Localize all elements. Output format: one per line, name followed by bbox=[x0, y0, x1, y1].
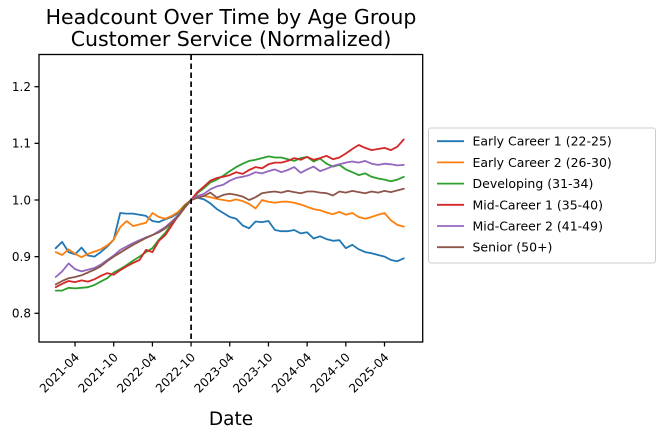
y-tick-label: 0.8 bbox=[12, 307, 31, 321]
legend-entry: Mid-Career 2 (41-49) bbox=[437, 219, 603, 234]
legend-label: Early Career 2 (26-30) bbox=[473, 155, 612, 170]
series-line bbox=[54, 187, 405, 286]
y-axis: 0.8 0.9 1.0 1.1 1.2 bbox=[12, 80, 39, 321]
legend-label: Early Career 1 (22-25) bbox=[473, 134, 612, 149]
x-tick-label: 2023-10 bbox=[230, 350, 275, 395]
legend-entry: Developing (31-34) bbox=[437, 176, 593, 191]
x-tick-label: 2024-10 bbox=[308, 350, 353, 395]
legend-label: Mid-Career 2 (41-49) bbox=[473, 219, 603, 234]
y-tick-label: 1.2 bbox=[12, 80, 31, 94]
series-line bbox=[54, 159, 405, 278]
x-tick-label: 2022-04 bbox=[114, 350, 159, 395]
x-tick-label: 2021-10 bbox=[75, 350, 120, 395]
y-tick-label: 1.0 bbox=[12, 193, 31, 207]
y-tick-label: 1.1 bbox=[12, 137, 31, 151]
y-tick-label: 0.9 bbox=[12, 250, 31, 264]
series-line bbox=[54, 196, 405, 263]
x-axis-label: Date bbox=[209, 409, 253, 430]
legend: Early Career 1 (22-25) Early Career 2 (2… bbox=[428, 127, 656, 264]
x-tick-label: 2024-04 bbox=[269, 350, 314, 395]
plot-area-border bbox=[38, 53, 424, 343]
legend-entry: Mid-Career 1 (35-40) bbox=[437, 197, 603, 212]
legend-label: Mid-Career 1 (35-40) bbox=[473, 197, 603, 212]
legend-entry: Early Career 1 (22-25) bbox=[437, 134, 612, 149]
x-tick-label: 2021-04 bbox=[37, 350, 82, 395]
legend-label: Developing (31-34) bbox=[473, 176, 594, 191]
series-line bbox=[54, 195, 405, 259]
series-line bbox=[54, 155, 405, 292]
x-axis: 2021-042021-102022-042022-102023-042023-… bbox=[37, 342, 392, 396]
series-lines bbox=[54, 138, 405, 292]
chart-subtitle: Customer Service (Normalized) bbox=[71, 27, 392, 51]
legend-box bbox=[428, 127, 656, 264]
legend-entry: Senior (50+) bbox=[437, 240, 552, 255]
x-tick-label: 2023-04 bbox=[192, 350, 237, 395]
chart-title: Headcount Over Time by Age Group bbox=[46, 5, 417, 29]
x-tick-label: 2022-10 bbox=[153, 350, 198, 395]
legend-label: Senior (50+) bbox=[473, 240, 553, 255]
legend-entry: Early Career 2 (26-30) bbox=[437, 155, 612, 170]
x-tick-label: 2025-04 bbox=[346, 350, 391, 395]
series-line bbox=[54, 138, 405, 289]
